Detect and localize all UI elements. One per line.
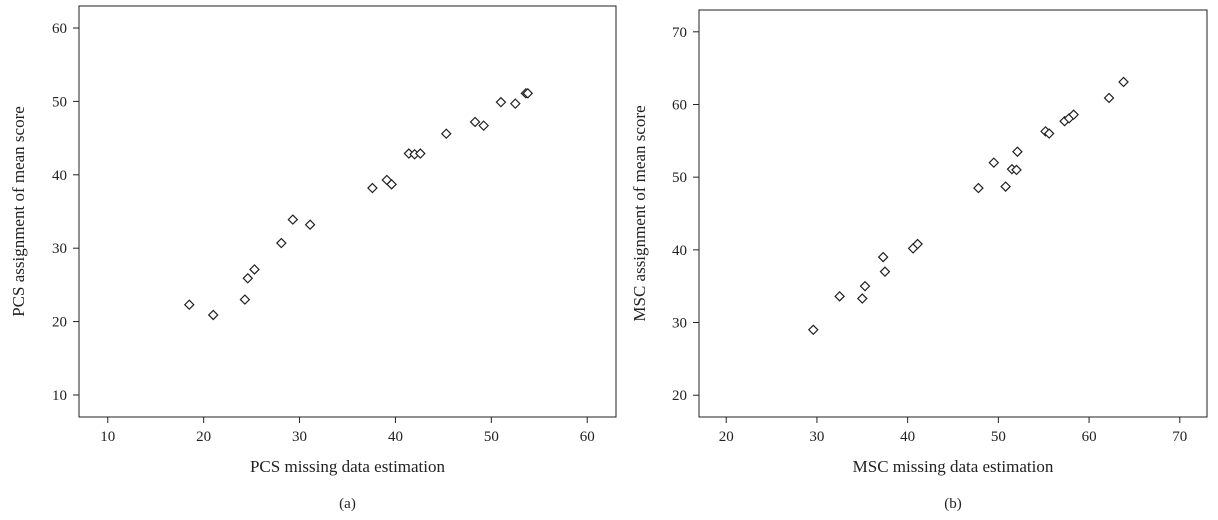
plot-frame: [78, 5, 617, 418]
y-axis-title: PCS assignment of mean score: [9, 106, 28, 317]
data-point: [1068, 109, 1079, 121]
data-point: [973, 182, 984, 194]
y-axis-title: MSC assignment of mean score: [630, 105, 649, 321]
data-point: [522, 87, 534, 99]
data-point: [1011, 164, 1022, 176]
x-tick-label: 40: [900, 429, 915, 445]
y-tick-label: 40: [52, 168, 67, 184]
data-point: [1012, 146, 1023, 158]
x-axis-title: MSC missing data estimation: [853, 457, 1054, 476]
y-tick-label: 50: [52, 94, 67, 110]
data-point: [912, 238, 923, 250]
data-point: [207, 309, 219, 321]
data-point: [469, 116, 481, 128]
y-tick-label: 40: [672, 243, 687, 259]
scatter-panel-a: 10 20 30 40 50 60 10 20 30 40 50 60 PCS missing data…: [9, 5, 617, 512]
x-tick-label: 30: [292, 429, 307, 445]
data-point: [877, 251, 889, 263]
x-tick-label: 30: [809, 429, 824, 445]
y-tick-label: 30: [672, 316, 687, 332]
y-tick-label: 20: [672, 388, 687, 404]
x-tick-label: 60: [1082, 429, 1097, 445]
data-point: [1000, 181, 1011, 192]
panel-label: (b): [944, 496, 962, 512]
x-axis-title: PCS missing data estimation: [250, 457, 446, 476]
x-tick-label: 20: [719, 429, 734, 445]
y-tick-label: 50: [672, 170, 687, 186]
y-tick-label: 20: [52, 315, 67, 331]
data-point: [859, 280, 871, 292]
data-point: [988, 157, 1000, 168]
scatter-panel-b: 20 30 40 50 60 70 20 30 40 50 60 70 MSC missing data…: [630, 9, 1208, 512]
data-point: [239, 294, 251, 305]
data-point: [242, 272, 254, 284]
data-point: [807, 324, 819, 336]
y-tick-label: 10: [52, 388, 67, 404]
data-point: [249, 264, 260, 275]
x-tick-label: 50: [991, 429, 1006, 445]
data-point: [879, 266, 891, 277]
data-point: [287, 214, 299, 225]
data-point: [478, 120, 490, 131]
data-point: [367, 182, 378, 194]
x-tick-label: 20: [196, 429, 211, 445]
y-tick-label: 60: [52, 21, 67, 37]
data-point: [834, 291, 845, 302]
x-tick-label: 60: [580, 429, 595, 445]
x-tick-label: 10: [100, 429, 115, 445]
data-point: [304, 219, 316, 231]
data-point: [1103, 92, 1115, 104]
data-point: [509, 98, 521, 109]
data-point: [856, 293, 868, 304]
data-point: [1043, 128, 1055, 139]
plot-frame: [698, 9, 1208, 418]
data-point: [1118, 76, 1129, 88]
y-tick-label: 60: [672, 97, 687, 113]
data-point: [415, 148, 426, 159]
data-point: [440, 128, 452, 140]
data-point: [386, 178, 397, 190]
x-tick-label: 40: [388, 429, 403, 445]
x-tick-label: 70: [1172, 429, 1187, 445]
data-point: [495, 96, 507, 108]
x-tick-label: 50: [484, 429, 499, 445]
data-point: [275, 237, 287, 249]
data-point: [183, 299, 195, 311]
panel-label: (a): [339, 496, 356, 512]
y-tick-label: 30: [52, 241, 67, 257]
y-tick-label: 70: [672, 25, 687, 41]
